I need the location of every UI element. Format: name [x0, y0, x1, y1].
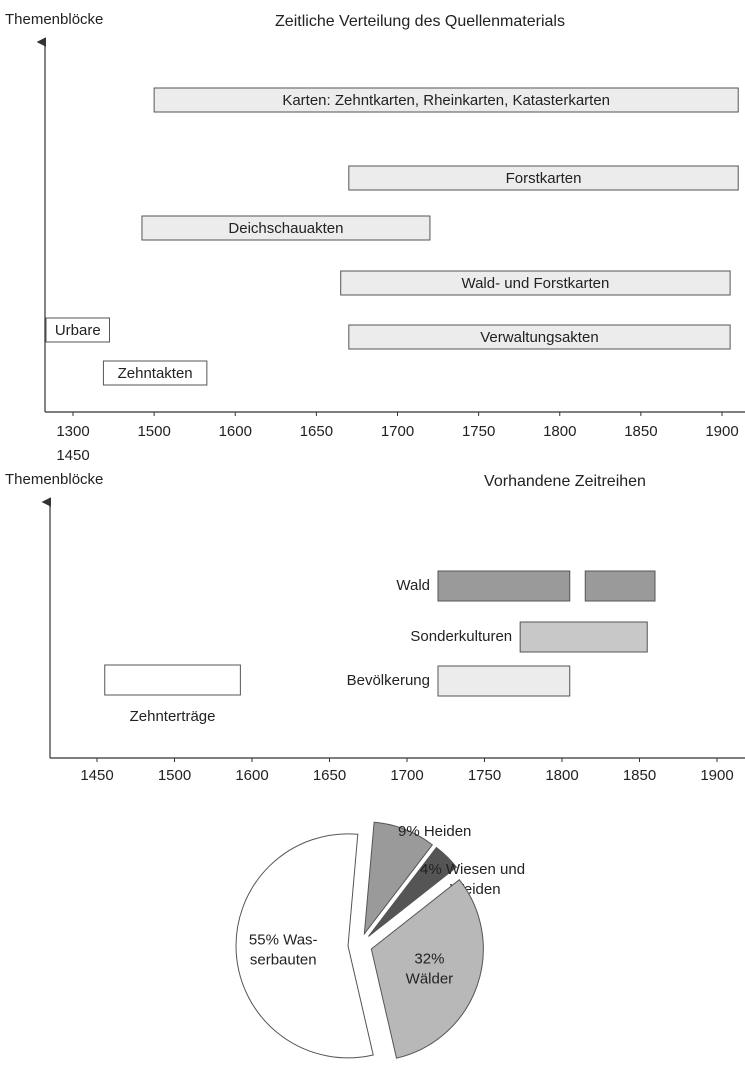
x-tick-label: 1650 — [300, 423, 333, 440]
bar-label: Urbare — [55, 322, 101, 339]
bar-label: Forstkarten — [506, 170, 582, 187]
range-bar — [45, 317, 111, 343]
bar-label: Verwaltungsakten — [480, 329, 598, 346]
bar-label: Deichschauakten — [228, 220, 343, 237]
chart-title: Vorhandene Zeitreihen — [484, 473, 646, 490]
x-tick-sublabel: 1450 — [56, 447, 89, 464]
slice-label: 4% Wiesen und — [420, 861, 525, 878]
x-tick-label: 1900 — [700, 767, 733, 784]
range-bar — [340, 270, 731, 296]
x-tick-label: 1600 — [235, 767, 268, 784]
range-bar — [348, 165, 739, 191]
range-bar — [102, 360, 208, 386]
bar-label: Zehntakten — [118, 365, 193, 382]
slice-label: 32% — [414, 950, 444, 967]
range-bar — [437, 665, 571, 697]
range-bar — [437, 570, 571, 602]
x-tick-label: 1450 — [80, 767, 113, 784]
pie-slice — [370, 879, 484, 1059]
x-tick-label: 1650 — [313, 767, 346, 784]
bar-label: Karten: Zehntkarten, Rheinkarten, Katast… — [282, 92, 610, 109]
x-tick-label: 1700 — [381, 423, 414, 440]
x-tick-label: 1500 — [137, 423, 170, 440]
range-bar — [348, 324, 731, 350]
x-tick-label: 1700 — [390, 767, 423, 784]
range-bar — [104, 664, 241, 696]
range-bar — [153, 87, 739, 113]
bar-label: Bevölkerung — [347, 672, 430, 689]
x-tick-label: 1800 — [543, 423, 576, 440]
slice-label: serbauten — [250, 951, 317, 968]
x-tick-label: 1750 — [468, 767, 501, 784]
x-tick-label: 1900 — [705, 423, 738, 440]
y-axis-label: Themenblöcke — [5, 11, 103, 28]
range-bar — [141, 215, 431, 241]
range-bar — [519, 621, 648, 653]
range-bar — [584, 570, 656, 602]
x-tick-label: 1300 — [56, 423, 89, 440]
y-axis-label: Themenblöcke — [5, 471, 103, 488]
chart-title: Zeitliche Verteilung des Quellenmaterial… — [275, 13, 565, 30]
x-tick-label: 1600 — [219, 423, 252, 440]
x-tick-label: 1850 — [624, 423, 657, 440]
bar-label: Zehnterträge — [130, 708, 216, 725]
slice-label: Wälder — [406, 970, 454, 987]
slice-label: 9% Heiden — [398, 823, 471, 840]
pie-slice — [368, 846, 458, 937]
bar-label: Sonderkulturen — [410, 628, 512, 645]
pie-slice — [235, 833, 374, 1059]
x-tick-label: 1850 — [623, 767, 656, 784]
bar-label: Wald- und Forstkarten — [461, 275, 609, 292]
x-tick-label: 1800 — [545, 767, 578, 784]
bar-label: Wald — [396, 577, 430, 594]
pie-slice — [363, 821, 434, 936]
slice-label: 55% Was- — [249, 931, 318, 948]
x-tick-label: 1500 — [158, 767, 191, 784]
x-tick-label: 1750 — [462, 423, 495, 440]
